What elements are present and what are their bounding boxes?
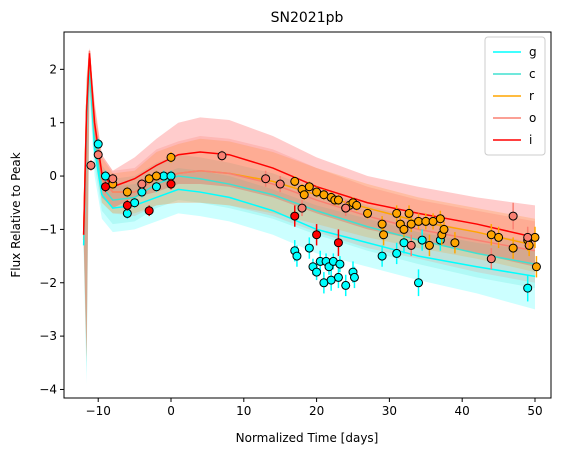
data-point: [335, 259, 345, 269]
legend-label: o: [529, 111, 536, 125]
data-point: [290, 211, 300, 221]
legend-label: i: [529, 133, 532, 147]
data-point: [93, 139, 103, 149]
data-point: [312, 230, 322, 240]
data-point: [151, 182, 161, 192]
data-point: [122, 200, 132, 210]
confidence-band: [83, 48, 535, 358]
x-tick-label: 0: [167, 404, 175, 418]
data-point: [508, 211, 518, 221]
y-tick-label: −4: [39, 382, 57, 396]
data-point: [414, 278, 424, 288]
legend-label: g: [529, 45, 537, 59]
data-point: [406, 240, 416, 250]
x-tick-label: 20: [309, 404, 324, 418]
data-point: [100, 182, 110, 192]
y-tick-label: 2: [49, 62, 57, 76]
data-point: [144, 206, 154, 216]
data-point: [151, 171, 161, 181]
data-point: [93, 150, 103, 160]
y-tick-label: −2: [39, 276, 57, 290]
data-point: [122, 187, 132, 197]
data-point: [333, 195, 343, 205]
x-axis-label: Normalized Time [days]: [236, 431, 379, 445]
data-point: [508, 243, 518, 253]
data-point: [166, 152, 176, 162]
data-point: [450, 238, 460, 248]
data-point: [377, 251, 387, 261]
data-point: [275, 179, 285, 189]
x-tick-label: 10: [236, 404, 251, 418]
data-point: [312, 267, 322, 277]
y-axis-label: Flux Relative to Peak: [9, 152, 23, 277]
confidence-band: [83, 48, 535, 363]
confidence-band: [83, 53, 535, 374]
data-point: [392, 248, 402, 258]
data-point: [341, 280, 351, 290]
data-point: [166, 179, 176, 189]
axes-frame: [63, 31, 552, 399]
data-point: [137, 179, 147, 189]
data-point: [341, 203, 351, 213]
data-point: [290, 176, 300, 186]
data-point: [379, 230, 389, 240]
confidence-band: [83, 58, 535, 385]
y-tick-label: 0: [49, 169, 57, 183]
data-point: [261, 174, 271, 184]
chart-title: SN2021pb: [271, 10, 344, 26]
data-point: [86, 160, 96, 170]
data-point: [404, 208, 414, 218]
data-point: [439, 224, 449, 234]
data-point: [352, 200, 362, 210]
data-point: [217, 151, 227, 161]
data-point: [377, 219, 387, 229]
data-point: [399, 224, 409, 234]
data-point: [524, 240, 534, 250]
plot-area: [82, 48, 541, 385]
model-line: [82, 53, 536, 239]
x-tick-label: 50: [527, 404, 542, 418]
data-point: [292, 251, 302, 261]
data-point: [349, 272, 359, 282]
data-point: [363, 208, 373, 218]
x-tick-label: 40: [455, 404, 470, 418]
data-point: [523, 232, 533, 242]
x-tick-label: 30: [382, 404, 397, 418]
y-tick-label: −3: [39, 329, 57, 343]
data-point: [494, 232, 504, 242]
data-point: [333, 272, 343, 282]
data-point: [486, 254, 496, 264]
legend-label: r: [529, 89, 534, 103]
legend-label: c: [529, 67, 536, 81]
data-point: [531, 262, 541, 272]
x-tick-label: −10: [86, 404, 111, 418]
data-point: [299, 190, 309, 200]
y-tick-label: 1: [49, 116, 57, 130]
data-point: [424, 240, 434, 250]
data-point: [435, 214, 445, 224]
data-point: [333, 238, 343, 248]
data-point: [108, 174, 118, 184]
data-point: [417, 235, 427, 245]
data-point: [304, 243, 314, 253]
confidence-band: [83, 50, 535, 363]
data-point: [523, 283, 533, 293]
data-point: [392, 208, 402, 218]
data-point: [304, 182, 314, 192]
data-point: [297, 203, 307, 213]
y-tick-label: −1: [39, 222, 57, 236]
